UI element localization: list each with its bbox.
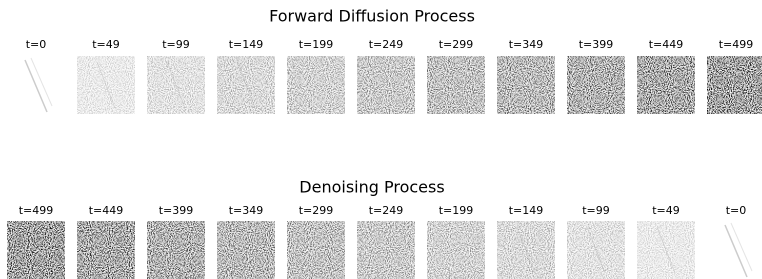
noise-image (357, 56, 415, 114)
noise-image (217, 221, 275, 279)
frame-label: t=499 (19, 204, 54, 217)
noise-image (497, 56, 555, 114)
noise-image (7, 221, 65, 279)
frame-label: t=399 (159, 204, 194, 217)
noise-image (287, 56, 345, 114)
frame-label: t=499 (719, 38, 754, 51)
noise-image (567, 56, 625, 114)
frame-label: t=199 (439, 204, 474, 217)
frame-label: t=249 (369, 38, 404, 51)
frame-label: t=299 (299, 204, 334, 217)
noise-image (427, 56, 485, 114)
frame-label: t=349 (509, 38, 544, 51)
frame-label: t=99 (162, 38, 190, 51)
noise-image (287, 221, 345, 279)
noise-image (637, 56, 695, 114)
frame-label: t=0 (26, 38, 47, 51)
frame-label: t=449 (649, 38, 684, 51)
frame-label: t=99 (582, 204, 610, 217)
frame-label: t=49 (92, 38, 120, 51)
denoising-title: Denoising Process (299, 178, 444, 197)
frame-label: t=449 (89, 204, 124, 217)
figure: Forward Diffusion Process Denoising Proc… (0, 0, 762, 279)
noise-image (427, 221, 485, 279)
noise-image (357, 221, 415, 279)
frame-label: t=149 (509, 204, 544, 217)
frame-label: t=299 (439, 38, 474, 51)
noise-image (77, 221, 135, 279)
frame-label: t=149 (229, 38, 264, 51)
forward-title: Forward Diffusion Process (269, 7, 475, 26)
noise-image (147, 221, 205, 279)
frame-label: t=249 (369, 204, 404, 217)
frame-label: t=0 (726, 204, 747, 217)
frame-label: t=349 (229, 204, 264, 217)
frame-label: t=199 (299, 38, 334, 51)
frame-label: t=49 (652, 204, 680, 217)
noise-image (707, 56, 762, 114)
frame-label: t=399 (579, 38, 614, 51)
